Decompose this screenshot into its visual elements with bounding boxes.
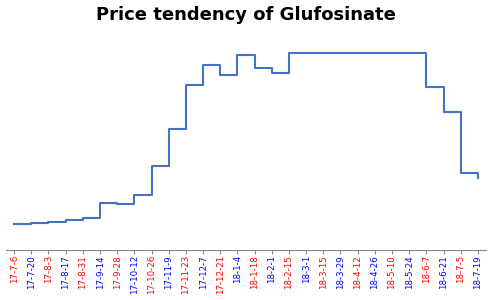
Title: Price tendency of Glufosinate: Price tendency of Glufosinate bbox=[96, 6, 396, 24]
